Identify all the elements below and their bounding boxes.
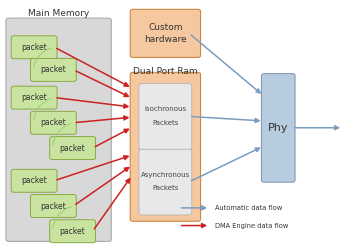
FancyBboxPatch shape	[130, 72, 201, 221]
FancyBboxPatch shape	[11, 86, 57, 109]
Text: packet: packet	[21, 43, 47, 52]
FancyBboxPatch shape	[30, 195, 76, 217]
FancyBboxPatch shape	[11, 169, 57, 192]
Text: packet: packet	[60, 144, 85, 152]
Text: Asynchronous: Asynchronous	[141, 172, 190, 177]
Text: Dual Port Ram: Dual Port Ram	[133, 67, 198, 76]
Text: packet: packet	[21, 176, 47, 185]
Text: packet: packet	[41, 202, 66, 210]
Text: Automatic data flow: Automatic data flow	[215, 205, 282, 211]
FancyBboxPatch shape	[261, 74, 295, 182]
FancyBboxPatch shape	[30, 111, 76, 134]
Text: Main Memory: Main Memory	[28, 9, 89, 18]
FancyBboxPatch shape	[30, 58, 76, 81]
Text: Packets: Packets	[152, 185, 178, 191]
Text: packet: packet	[41, 118, 66, 127]
FancyBboxPatch shape	[50, 220, 96, 243]
Text: Custom: Custom	[148, 23, 183, 32]
Text: packet: packet	[21, 93, 47, 102]
FancyBboxPatch shape	[11, 36, 57, 59]
Text: Packets: Packets	[152, 120, 178, 126]
FancyBboxPatch shape	[50, 137, 96, 160]
Text: Isochronous: Isochronous	[144, 106, 187, 112]
Text: DMA Engine data flow: DMA Engine data flow	[215, 223, 288, 229]
Text: Phy: Phy	[268, 123, 288, 133]
Text: packet: packet	[41, 66, 66, 74]
Text: hardware: hardware	[144, 35, 187, 44]
FancyBboxPatch shape	[139, 84, 192, 149]
FancyBboxPatch shape	[6, 18, 111, 241]
FancyBboxPatch shape	[139, 149, 192, 215]
Text: packet: packet	[60, 227, 85, 236]
FancyBboxPatch shape	[130, 9, 201, 57]
